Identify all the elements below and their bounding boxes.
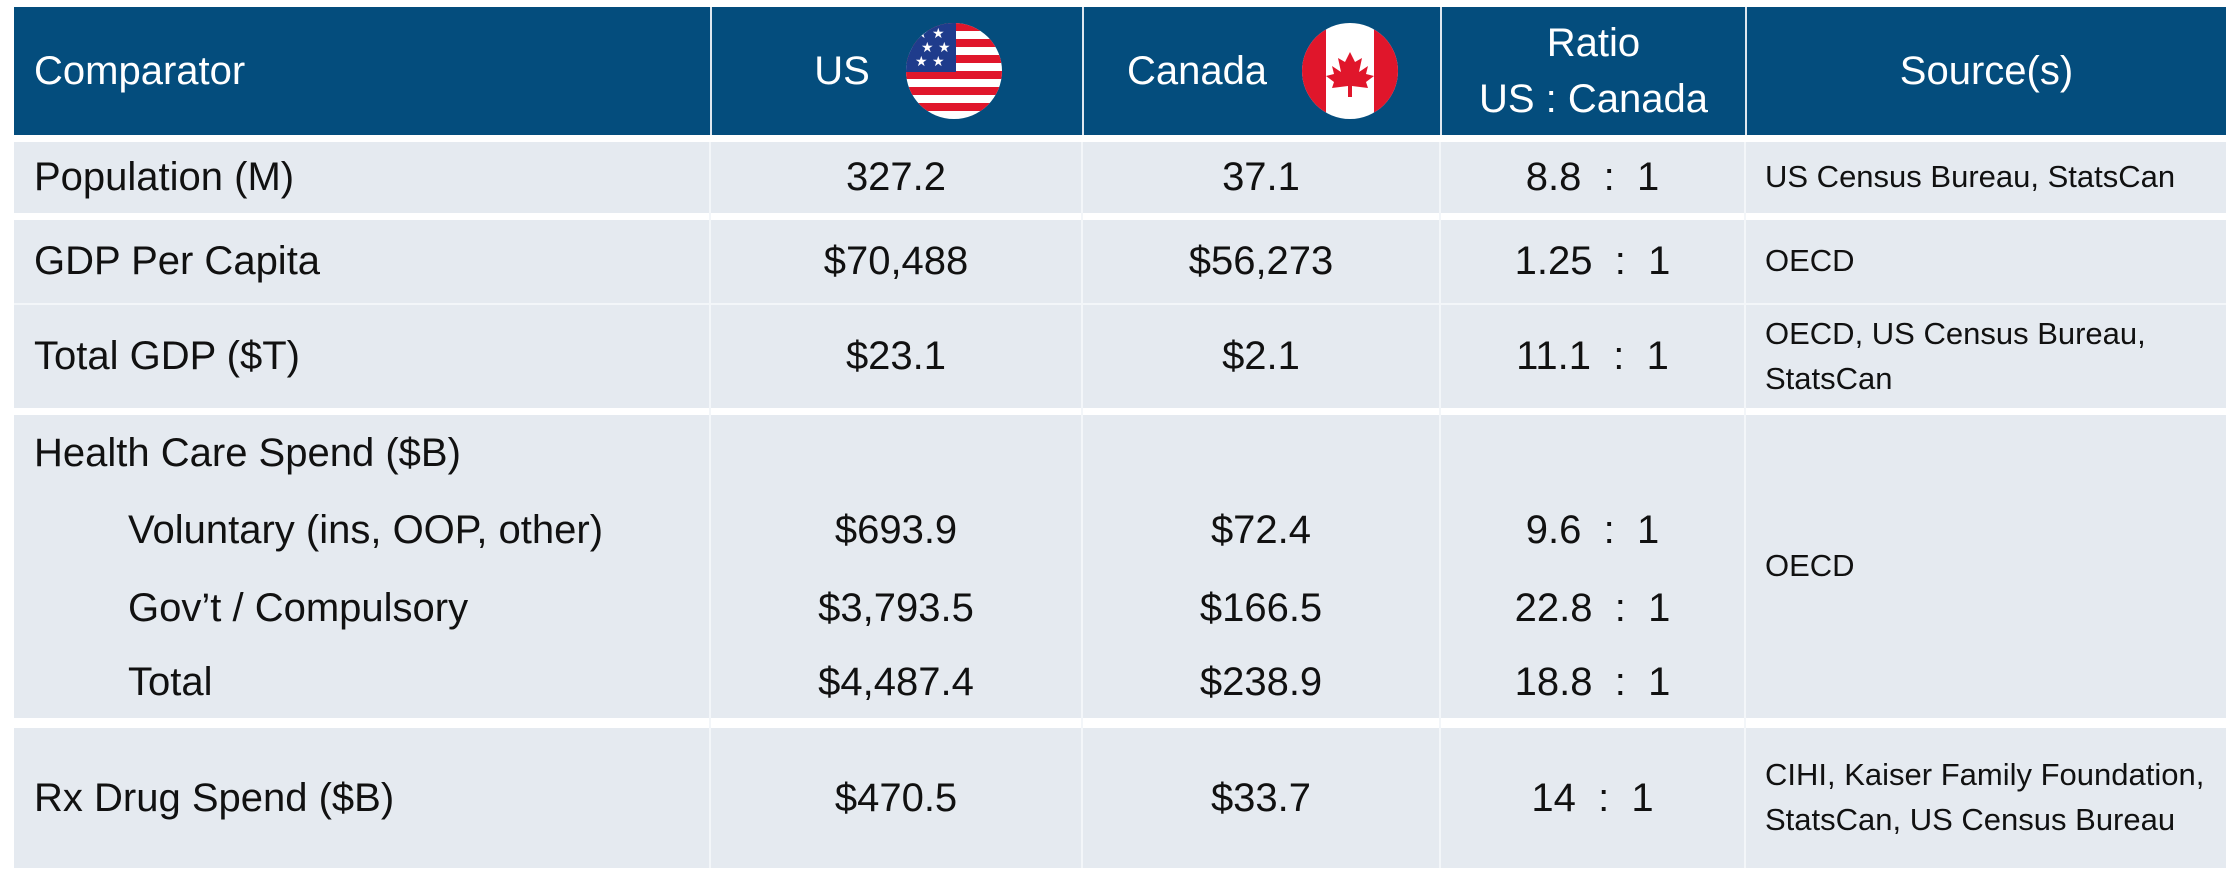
row-background bbox=[14, 415, 2226, 718]
us-value: $3,793.5 bbox=[818, 585, 974, 630]
ratio-value: 18.8 : 1 bbox=[1514, 660, 1671, 704]
canada-value: $56,273 bbox=[1188, 239, 1334, 283]
column-divider bbox=[709, 142, 711, 868]
canada-value: $2.1 bbox=[1222, 334, 1300, 378]
row-label: Gov’t / Compulsory bbox=[128, 585, 469, 630]
ratio-value: 14 : 1 bbox=[1531, 775, 1654, 820]
header-cell: Ratio US : Canada bbox=[1442, 7, 1745, 135]
row-label: Rx Drug Spend ($B) bbox=[34, 775, 395, 820]
header-cell: US bbox=[712, 7, 1082, 135]
header-divider bbox=[1745, 7, 1747, 135]
header-cell: Comparator bbox=[14, 7, 710, 135]
source: OECD bbox=[1765, 548, 1855, 584]
column-divider bbox=[1439, 142, 1441, 868]
ratio-value: 8.8 : 1 bbox=[1525, 155, 1660, 199]
us-value: $70,488 bbox=[823, 239, 969, 283]
row-label: Total bbox=[128, 660, 213, 704]
row-background bbox=[14, 728, 2226, 868]
canada-value: $166.5 bbox=[1199, 585, 1323, 630]
header-divider bbox=[710, 7, 712, 135]
us-value: 327.2 bbox=[845, 155, 947, 199]
row-label: Total GDP ($T) bbox=[34, 334, 300, 378]
header-line: Ratio bbox=[1546, 21, 1641, 65]
ratio-value: 22.8 : 1 bbox=[1514, 585, 1671, 630]
row-label: GDP Per Capita bbox=[34, 239, 321, 283]
source: OECD, US Census Bureau, StatsCan bbox=[1765, 315, 2146, 396]
us-value: $4,487.4 bbox=[818, 660, 974, 704]
source: CIHI, Kaiser Family Foundation, StatsCan… bbox=[1765, 757, 2205, 837]
header-cell: Canada bbox=[1084, 7, 1440, 135]
us-value: $470.5 bbox=[834, 775, 958, 820]
ratio-value: 11.1 : 1 bbox=[1516, 334, 1669, 378]
source: OECD bbox=[1765, 243, 1855, 279]
canada-value: $33.7 bbox=[1210, 775, 1312, 820]
row-background bbox=[14, 220, 2226, 303]
canada-value: 37.1 bbox=[1222, 155, 1300, 199]
row-label: Voluntary (ins, OOP, other) bbox=[128, 507, 604, 552]
column-divider bbox=[1081, 142, 1083, 868]
ratio-value: 1.25 : 1 bbox=[1514, 239, 1671, 283]
row-background bbox=[14, 305, 2226, 408]
header-divider bbox=[1082, 7, 1084, 135]
header-divider bbox=[1440, 7, 1442, 135]
row-divider bbox=[14, 303, 2226, 305]
ratio-value: 9.6 : 1 bbox=[1525, 507, 1660, 552]
us-value: $23.1 bbox=[845, 334, 947, 378]
header-cell: Source(s) bbox=[1747, 7, 2226, 135]
canada-value: $72.4 bbox=[1210, 507, 1312, 552]
source: US Census Bureau, StatsCan bbox=[1765, 159, 2176, 195]
row-label: Population (M) bbox=[34, 155, 295, 199]
row-label: Health Care Spend ($B) bbox=[34, 430, 461, 475]
us-value: $693.9 bbox=[834, 507, 958, 552]
column-divider bbox=[1744, 142, 1746, 868]
header-line: US : Canada bbox=[1478, 77, 1709, 121]
canada-value: $238.9 bbox=[1199, 660, 1323, 704]
row-background bbox=[14, 142, 2226, 213]
